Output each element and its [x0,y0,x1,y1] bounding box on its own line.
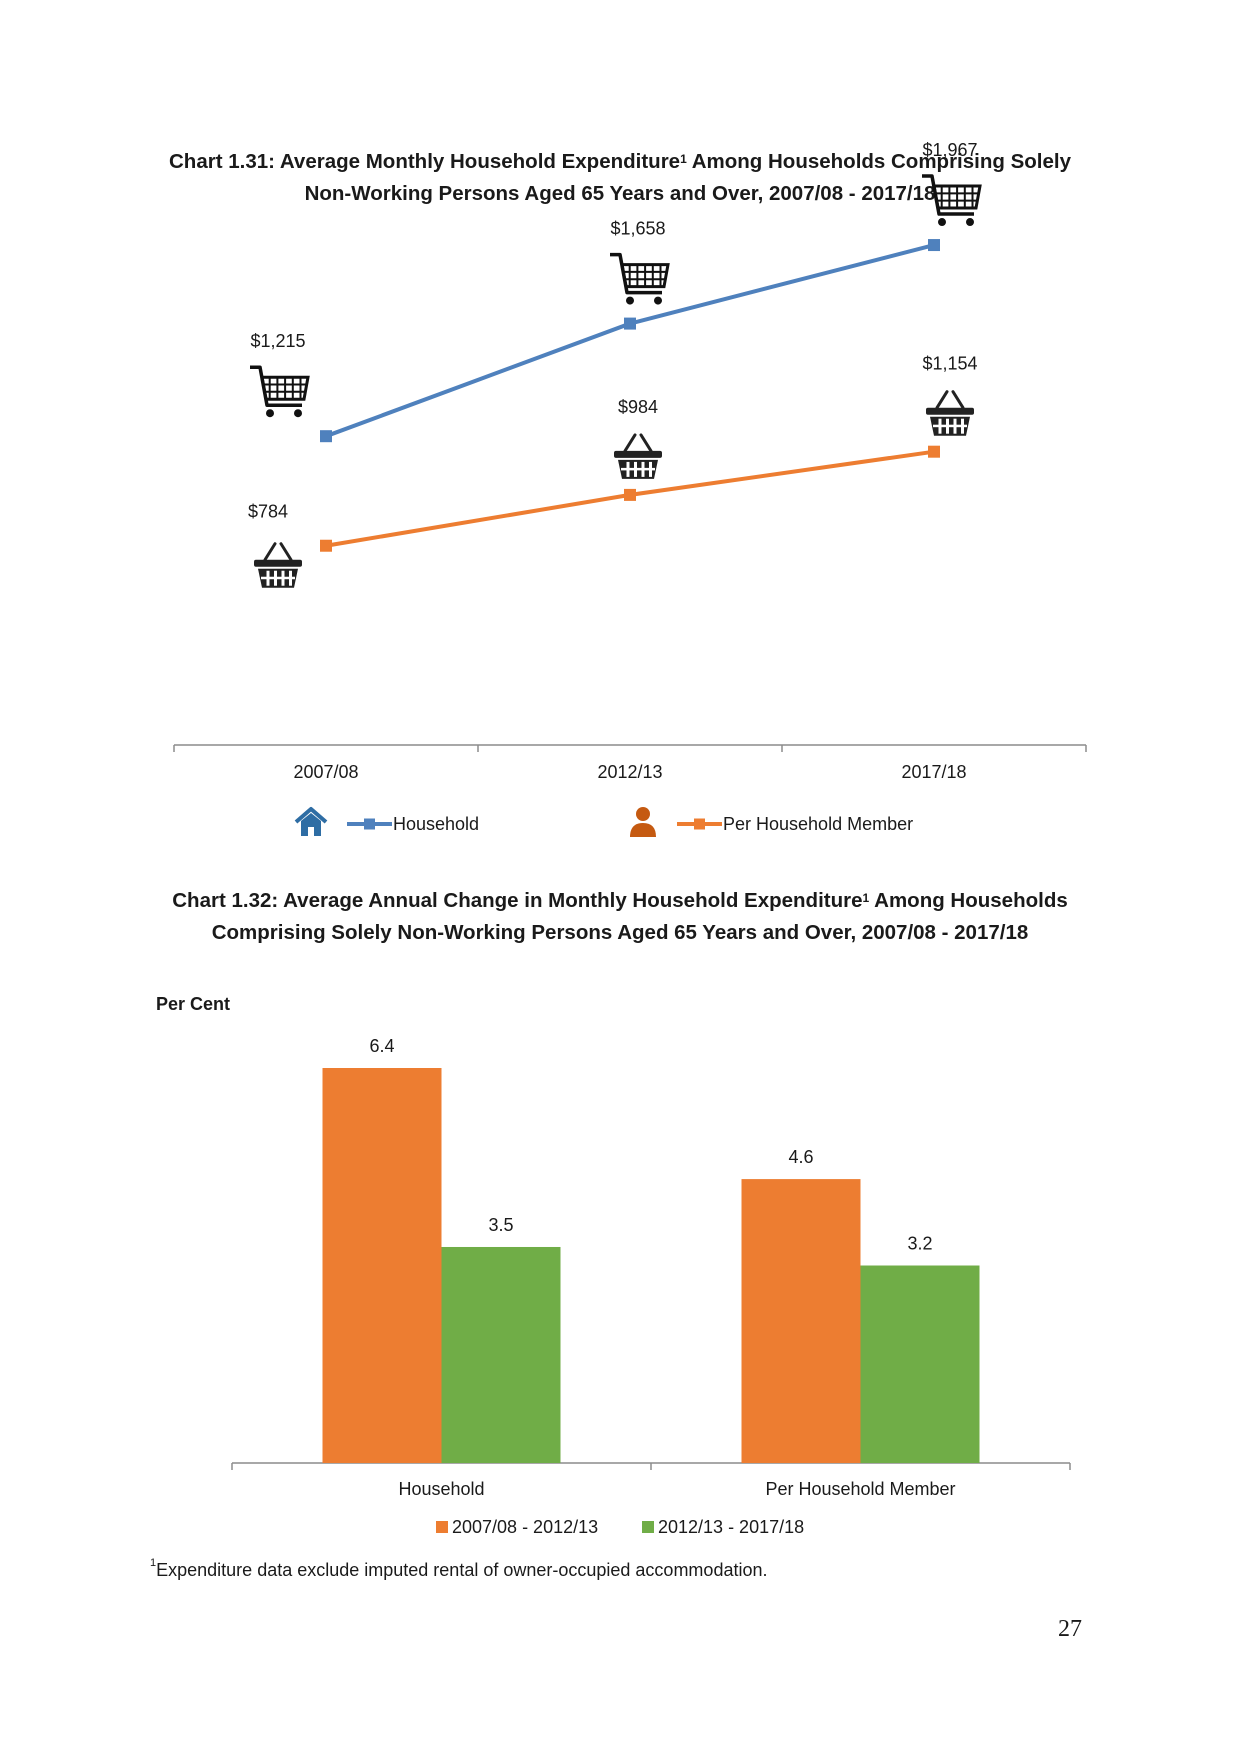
legend-marker [364,818,375,830]
person-icon [630,807,656,837]
data-label: $1,154 [922,354,977,374]
x-tick-label: Per Household Member [765,1479,955,1499]
legend-marker [694,818,705,830]
data-point [624,317,636,330]
x-tick-label: 2012/13 [597,762,662,782]
bar [441,1246,561,1463]
data-point [320,430,332,443]
data-label: 3.2 [907,1234,932,1254]
bar [741,1179,861,1463]
data-label: $1,658 [610,219,665,239]
data-label: 3.5 [488,1215,513,1235]
shopping-cart-icon [922,174,982,227]
y-axis-label: Per Cent [156,994,230,1014]
data-label: $1,967 [922,140,977,160]
shopping-cart-icon [610,252,670,305]
chart2-title: Chart 1.32: Average Annual Change in Mon… [172,889,1068,944]
data-label: $1,215 [250,331,305,351]
basket-icon [614,433,662,479]
data-point [624,488,636,501]
data-label: 6.4 [369,1036,394,1056]
x-tick-label: 2017/18 [901,762,966,782]
data-label: $984 [618,397,658,417]
footnote: 1Expenditure data exclude imputed rental… [150,1557,768,1580]
basket-icon [254,542,302,588]
legend-label: Per Household Member [723,814,913,834]
data-point [928,239,940,252]
data-point [320,539,332,552]
legend-swatch [642,1521,654,1533]
line-chart: 2007/08 2012/13 2017/18 $1,215 $1,658 $1,967 $… [173,140,1087,837]
house-icon [294,807,328,836]
legend-swatch [436,1521,448,1533]
data-point [928,445,940,458]
bar-chart: Per Cent Household 6.4 3.5 Per Household Mem… [156,994,1071,1537]
basket-icon [926,390,974,436]
legend-label: 2012/13 - 2017/18 [658,1517,804,1537]
legend-label: 2007/08 - 2012/13 [452,1517,598,1537]
shopping-cart-icon [250,365,310,418]
legend-label: Household [393,814,479,834]
bar [322,1068,442,1463]
page-number: 27 [1058,1616,1082,1642]
x-tick-label: 2007/08 [293,762,358,782]
chart1-title: Chart 1.31: Average Monthly Household Ex… [169,150,1071,205]
data-label: 4.6 [788,1147,813,1167]
data-label: $784 [248,502,288,522]
bar [860,1265,980,1463]
x-tick-label: Household [398,1479,484,1499]
